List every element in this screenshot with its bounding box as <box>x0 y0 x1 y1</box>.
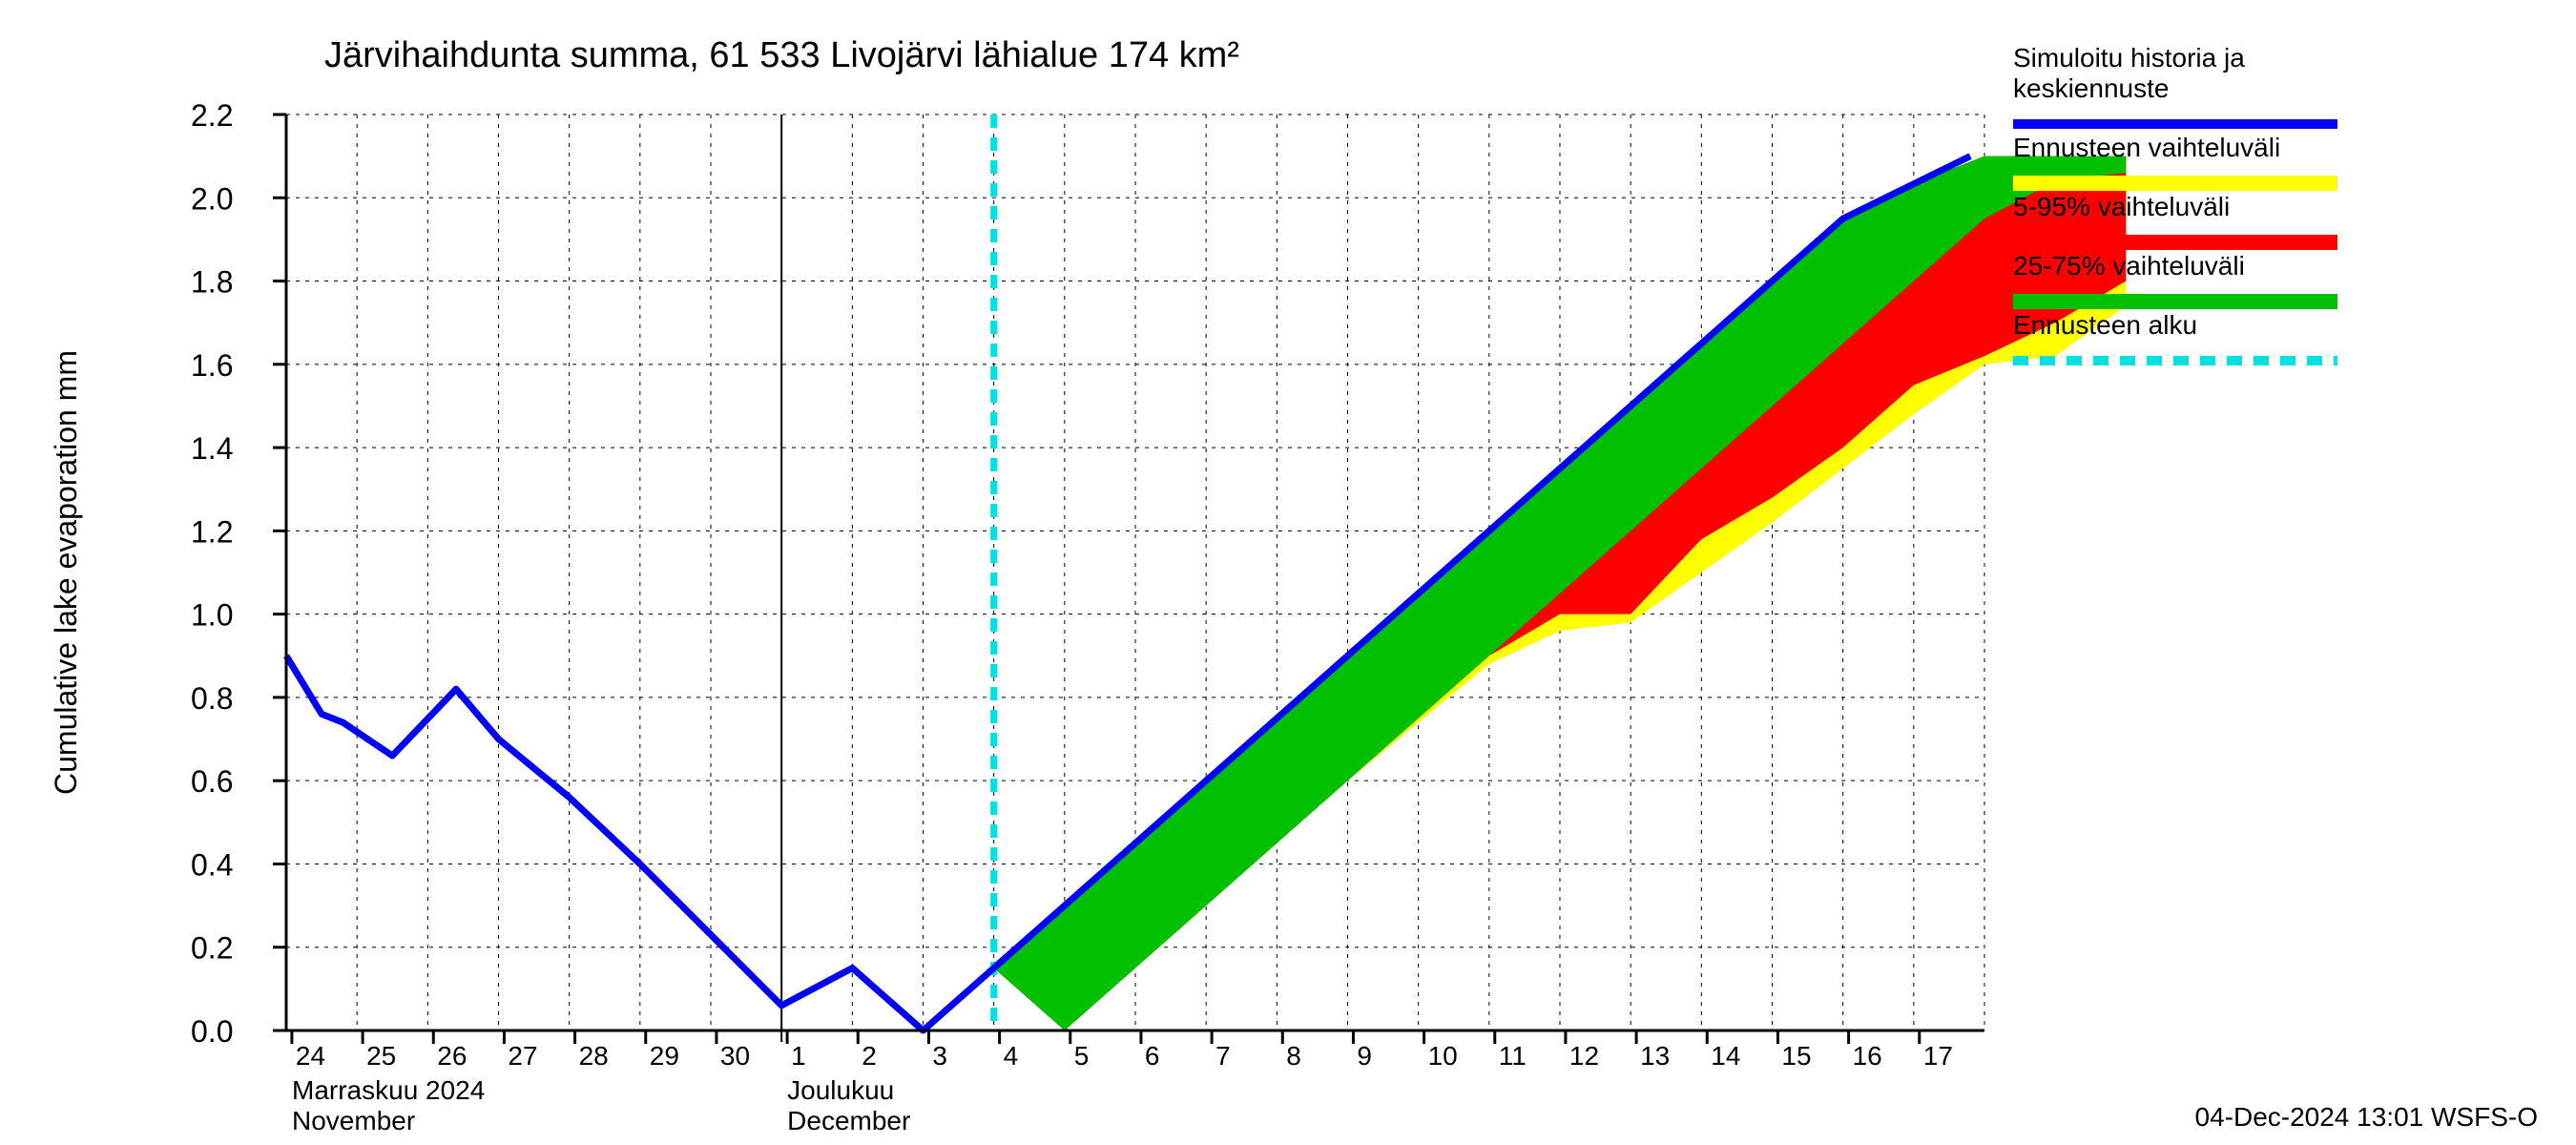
svg-text:29: 29 <box>650 1041 679 1071</box>
svg-text:Ennusteen vaihteluväli: Ennusteen vaihteluväli <box>2013 133 2280 162</box>
svg-text:11: 11 <box>1499 1041 1527 1071</box>
svg-text:December: December <box>787 1106 910 1135</box>
svg-text:25: 25 <box>366 1041 396 1071</box>
svg-text:5: 5 <box>1074 1041 1090 1071</box>
svg-text:10: 10 <box>1428 1041 1458 1071</box>
chart-svg: 0.00.20.40.60.81.01.21.41.61.82.02.22425… <box>0 0 2576 1145</box>
svg-text:24: 24 <box>296 1041 325 1071</box>
svg-text:keskiennuste: keskiennuste <box>2013 73 2169 103</box>
svg-text:Ennusteen alku: Ennusteen alku <box>2013 310 2197 340</box>
chart-root: 0.00.20.40.60.81.01.21.41.61.82.02.22425… <box>0 0 2576 1145</box>
svg-text:4: 4 <box>1004 1041 1019 1071</box>
svg-text:25-75% vaihteluväli: 25-75% vaihteluväli <box>2013 251 2245 281</box>
svg-text:3: 3 <box>932 1041 947 1071</box>
svg-text:1.2: 1.2 <box>191 514 233 549</box>
svg-text:Simuloitu historia ja: Simuloitu historia ja <box>2013 43 2245 73</box>
svg-text:1.6: 1.6 <box>191 348 233 383</box>
svg-text:9: 9 <box>1357 1041 1372 1071</box>
svg-text:27: 27 <box>508 1041 537 1071</box>
svg-text:November: November <box>292 1106 415 1135</box>
svg-text:5-95% vaihteluväli: 5-95% vaihteluväli <box>2013 192 2230 221</box>
svg-text:1.8: 1.8 <box>191 265 233 300</box>
svg-text:0.8: 0.8 <box>191 681 233 716</box>
timestamp-label: 04-Dec-2024 13:01 WSFS-O <box>2195 1102 2539 1132</box>
svg-text:12: 12 <box>1569 1041 1599 1071</box>
svg-text:16: 16 <box>1853 1041 1882 1071</box>
svg-text:1.0: 1.0 <box>191 598 233 633</box>
legend-swatch <box>2013 294 2337 309</box>
svg-text:2.2: 2.2 <box>191 98 233 133</box>
svg-text:0.6: 0.6 <box>191 764 233 799</box>
svg-text:6: 6 <box>1145 1041 1160 1071</box>
svg-text:14: 14 <box>1711 1041 1740 1071</box>
svg-text:26: 26 <box>437 1041 467 1071</box>
svg-text:0.2: 0.2 <box>191 931 233 966</box>
svg-text:17: 17 <box>1923 1041 1953 1071</box>
svg-text:15: 15 <box>1781 1041 1811 1071</box>
svg-text:0.4: 0.4 <box>191 847 233 882</box>
legend-swatch <box>2013 235 2337 250</box>
svg-text:Marraskuu 2024: Marraskuu 2024 <box>292 1075 485 1105</box>
svg-text:0.0: 0.0 <box>191 1014 233 1049</box>
svg-text:13: 13 <box>1640 1041 1670 1071</box>
svg-text:1.4: 1.4 <box>191 431 233 466</box>
legend-swatch <box>2013 176 2337 191</box>
svg-text:1: 1 <box>791 1041 806 1071</box>
svg-text:30: 30 <box>720 1041 750 1071</box>
svg-text:8: 8 <box>1286 1041 1301 1071</box>
svg-text:2: 2 <box>862 1041 877 1071</box>
chart-title: Järvihaihdunta summa, 61 533 Livojärvi l… <box>324 35 1239 75</box>
y-axis-label: Cumulative lake evaporation mm <box>49 350 83 795</box>
svg-text:2.0: 2.0 <box>191 181 233 216</box>
svg-text:28: 28 <box>579 1041 609 1071</box>
svg-text:7: 7 <box>1215 1041 1231 1071</box>
svg-text:Joulukuu: Joulukuu <box>787 1075 894 1105</box>
